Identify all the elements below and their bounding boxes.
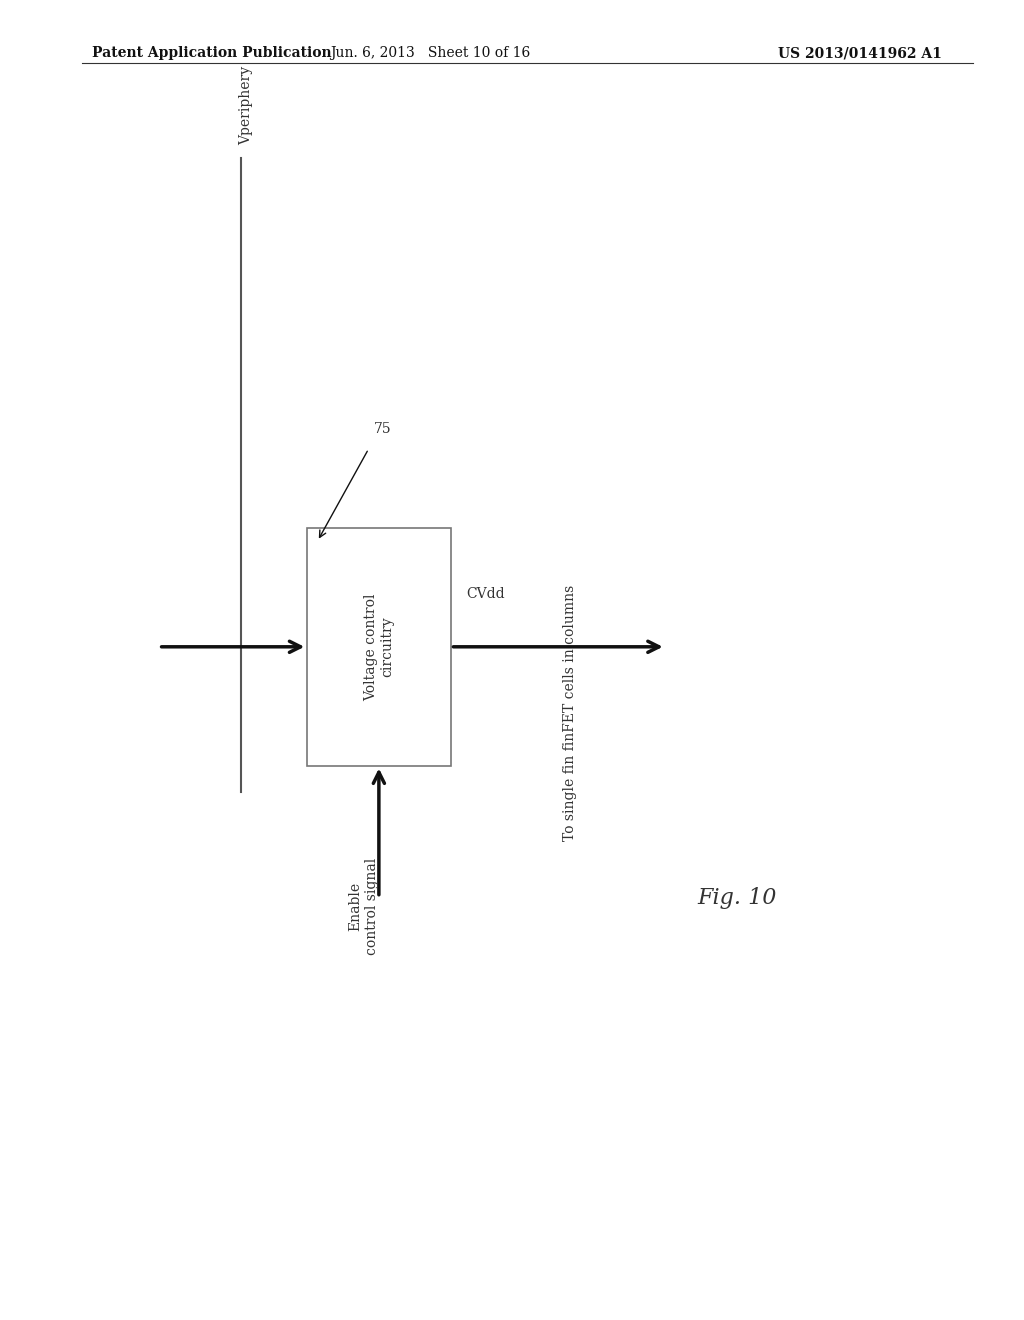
Text: Fig. 10: Fig. 10 (697, 887, 777, 908)
Text: To single fin finFET cells in columns: To single fin finFET cells in columns (563, 585, 578, 841)
Text: Voltage control
circuitry: Voltage control circuitry (364, 593, 394, 701)
Text: US 2013/0141962 A1: US 2013/0141962 A1 (778, 46, 942, 61)
Text: Enable
control signal: Enable control signal (348, 858, 379, 956)
Text: CVdd: CVdd (466, 586, 505, 601)
Text: Jun. 6, 2013   Sheet 10 of 16: Jun. 6, 2013 Sheet 10 of 16 (330, 46, 530, 61)
FancyBboxPatch shape (307, 528, 451, 766)
Text: 75: 75 (374, 421, 391, 436)
Text: Vperiphery: Vperiphery (239, 66, 253, 145)
Text: Patent Application Publication: Patent Application Publication (92, 46, 332, 61)
